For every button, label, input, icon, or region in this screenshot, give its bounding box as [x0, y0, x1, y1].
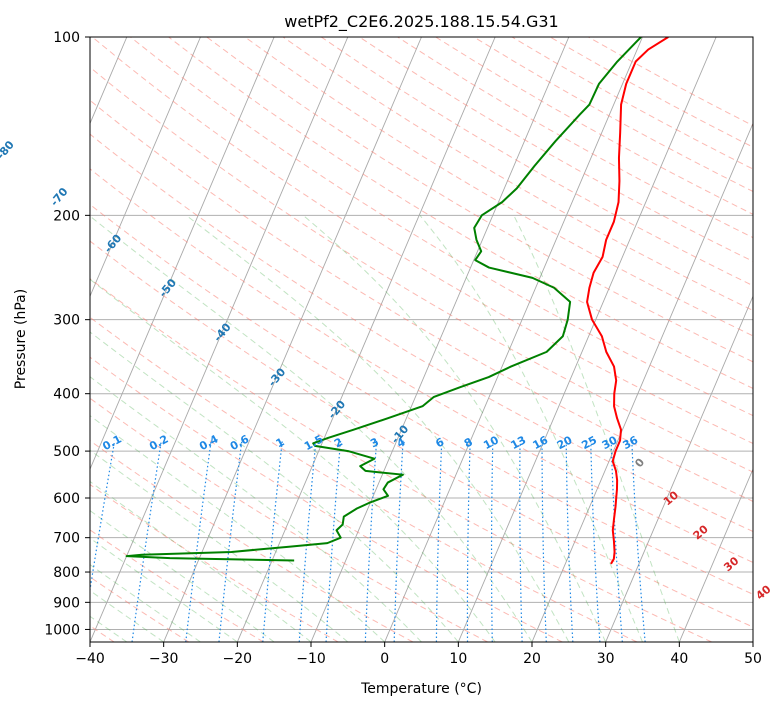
dry-adiabat-line — [130, 37, 753, 417]
isotherm-line — [163, 37, 422, 642]
mixing-ratio-line — [466, 440, 471, 642]
y-tick-label: 200 — [53, 208, 80, 224]
dry-adiabat-line — [90, 483, 339, 642]
moist-adiabat-line — [90, 590, 164, 642]
plot-frame — [89, 36, 754, 643]
mixing-ratio-line — [541, 440, 547, 642]
moist-adiabat-line — [90, 537, 238, 642]
isotherm-line — [236, 37, 496, 642]
moist-adiabat-line — [90, 480, 312, 642]
mixing-ratio-label: 16 — [531, 433, 551, 452]
x-axis-label: Temperature (°C) — [360, 681, 482, 697]
mixing-ratio-line — [435, 440, 443, 642]
mixing-ratio-line — [298, 440, 317, 642]
moist-adiabat-line — [90, 278, 496, 642]
dry-adiabat-line — [91, 37, 753, 445]
y-axis-label: Pressure (hPa) — [13, 289, 29, 389]
x-tick-label: −30 — [149, 651, 179, 667]
dry-adiabat-line — [90, 356, 563, 642]
x-tick-label: 0 — [380, 651, 389, 667]
y-tick-label: 100 — [53, 30, 80, 46]
y-tick-label: 500 — [53, 444, 80, 460]
mixing-ratio-label: 10 — [481, 433, 501, 452]
x-tick-label: 20 — [523, 651, 541, 667]
mixing-ratio-label: 36 — [621, 433, 641, 452]
moist-adiabat-line — [302, 214, 607, 642]
y-tick-label: 900 — [53, 595, 80, 611]
moist-adiabat-line — [513, 215, 680, 642]
dry-adiabat-line — [90, 133, 753, 533]
y-tick-label: 600 — [53, 491, 80, 507]
dry-adiabat-line — [90, 168, 753, 563]
isotherm-line — [457, 37, 717, 642]
dry-adiabat-line — [244, 37, 753, 337]
mixing-ratio-line — [631, 440, 646, 642]
mixing-ratio-label: 30 — [600, 433, 620, 452]
isotherm-line — [90, 37, 201, 298]
isotherm-line — [90, 37, 349, 642]
isotherm-line — [531, 122, 753, 642]
isotherm-line — [90, 37, 275, 471]
mixing-ratio-line — [519, 440, 523, 642]
mixing-ratio-line — [262, 440, 283, 642]
x-tick-label: 30 — [597, 651, 615, 667]
dry-adiabat-line — [90, 99, 753, 502]
y-tick-label: 400 — [53, 387, 80, 403]
mixing-ratio-label: 13 — [509, 433, 529, 452]
moist-adiabat-line — [90, 331, 459, 642]
mixing-ratio-line — [393, 440, 404, 642]
moist-adiabat-line — [90, 449, 349, 642]
dry-adiabat-line — [90, 203, 753, 595]
temperature-profile-line — [586, 37, 669, 565]
y-tick-label: 1000 — [44, 622, 80, 638]
series-layer — [125, 37, 669, 565]
moist-adiabat-line — [90, 415, 386, 642]
dry-adiabat-line — [90, 316, 638, 642]
x-tick-label: 50 — [744, 651, 762, 667]
isotherm-line — [384, 37, 643, 642]
moist-adiabat-line — [90, 215, 533, 642]
x-tick-label: −20 — [223, 651, 253, 667]
mixing-ratio-line — [610, 440, 623, 642]
moist-adiabat-line — [185, 214, 570, 642]
dry-adiabat-line — [168, 37, 753, 389]
grid-layer — [90, 37, 753, 642]
chart-title: wetPf2_C2E6.2025.188.15.54.G31 — [284, 12, 558, 32]
y-tick-label: 300 — [53, 313, 80, 329]
x-tick-label: 10 — [449, 651, 467, 667]
moist-adiabat-line — [90, 376, 422, 642]
isotherm-line — [678, 467, 753, 642]
mixing-ratio-line — [565, 440, 574, 642]
dewpoint-profile-line — [125, 37, 642, 562]
mixing-ratio-label: 25 — [579, 433, 599, 452]
mixing-ratio-line — [590, 440, 601, 642]
dry-adiabat-line — [90, 240, 753, 628]
isotherm-line — [605, 295, 753, 642]
mixing-ratio-line — [325, 440, 342, 642]
y-tick-label: 700 — [53, 531, 80, 547]
y-tick-label: 800 — [53, 565, 80, 581]
x-tick-label: 40 — [670, 651, 688, 667]
moist-adiabat-line — [90, 564, 201, 642]
dry-adiabat-line — [282, 37, 753, 312]
mixing-ratio-line — [131, 440, 162, 642]
moist-adiabat-line — [419, 215, 643, 642]
axis-layer: −40 −30 −20 −10 0 10 20 30 40 50 100 200 300 400 500 60… — [44, 30, 762, 667]
dry-adiabat-line — [90, 278, 712, 642]
mixing-ratio-label: 20 — [555, 433, 575, 452]
mixing-ratio-line — [218, 440, 243, 642]
mixing-ratio-line — [364, 440, 378, 642]
mixing-ratio-line — [90, 440, 116, 594]
mixing-ratio-line — [490, 440, 494, 642]
x-tick-label: −10 — [296, 651, 326, 667]
x-tick-label: −40 — [75, 651, 105, 667]
mixing-ratio-line — [185, 440, 212, 642]
dry-adiabat-line — [90, 529, 264, 642]
